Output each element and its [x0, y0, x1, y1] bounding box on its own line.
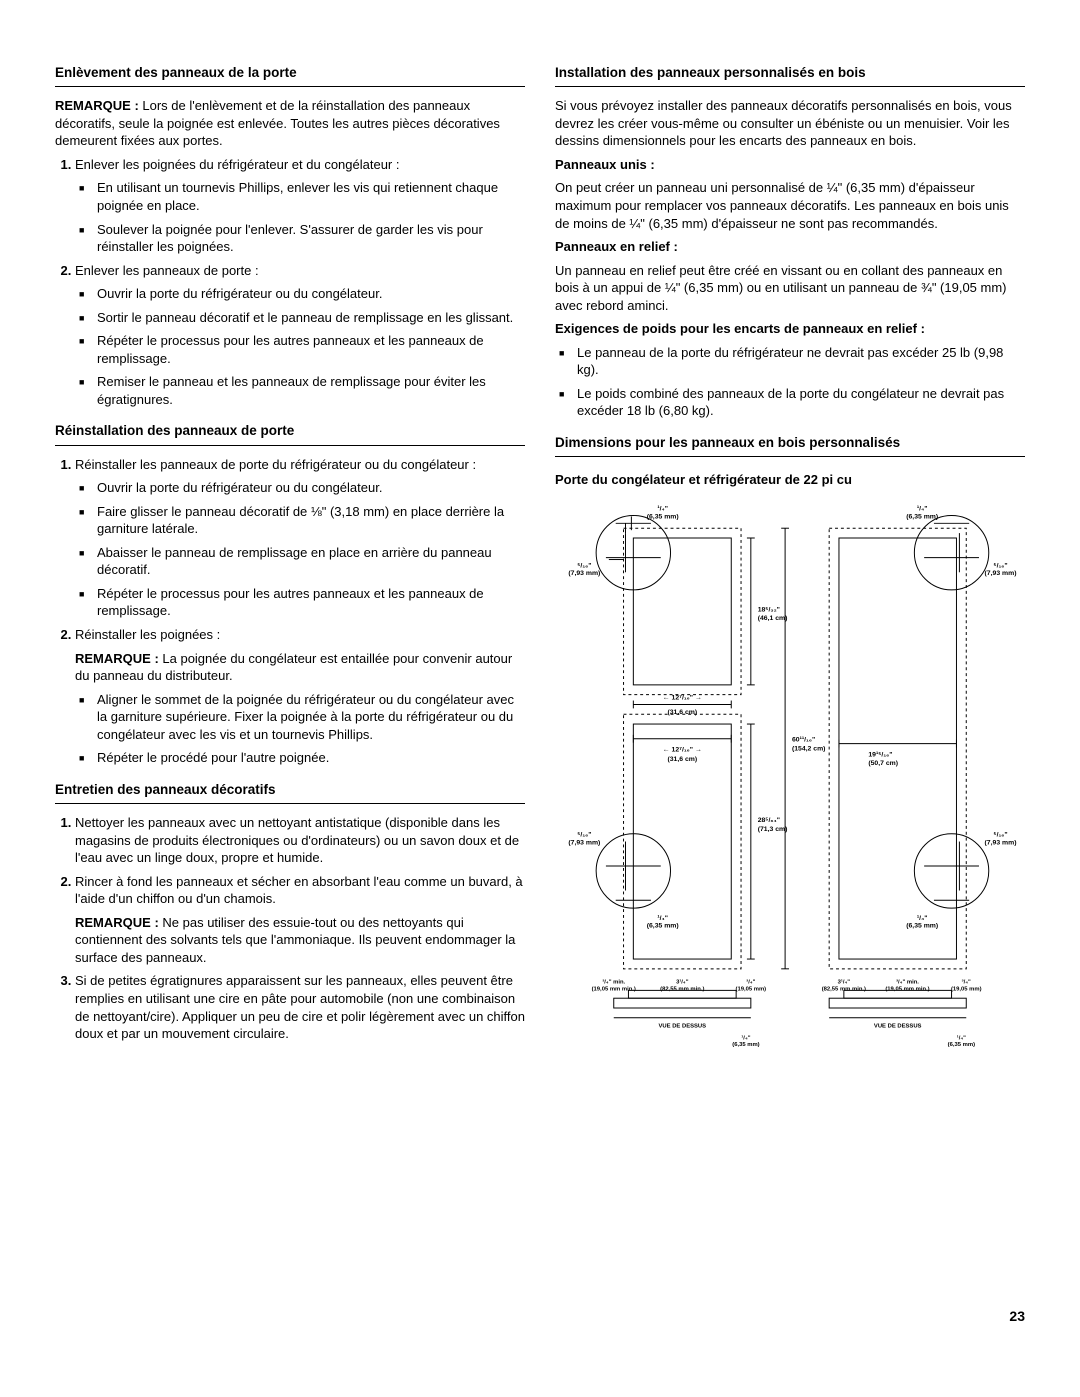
sub-door-22: Porte du congélateur et réfrigérateur de…	[555, 471, 1025, 489]
svg-text:3¹/₄": 3¹/₄"	[676, 978, 689, 985]
svg-text:(6,35 mm): (6,35 mm)	[647, 922, 679, 929]
svg-text:¹/₄": ¹/₄"	[957, 1034, 966, 1041]
svg-text:(6,35 mm): (6,35 mm)	[906, 513, 938, 520]
relief-text: Un panneau en relief peut être créé en v…	[555, 262, 1025, 315]
svg-text:VUE DE DESSUS: VUE DE DESSUS	[874, 1023, 922, 1029]
svg-text:¹/₄": ¹/₄"	[741, 1034, 750, 1041]
svg-text:¹/₄": ¹/₄"	[657, 505, 668, 512]
svg-text:³/₄": ³/₄"	[962, 978, 971, 985]
svg-text:(7,93 mm): (7,93 mm)	[568, 839, 600, 846]
svg-text:← 12⁷/₁₆" →: ← 12⁷/₁₆" →	[663, 694, 702, 701]
svg-text:(6,35 mm): (6,35 mm)	[647, 513, 679, 520]
svg-text:(46,1 cm): (46,1 cm)	[758, 615, 788, 622]
svg-text:⁵/₁₆": ⁵/₁₆"	[993, 562, 1007, 569]
svg-text:⁵/₁₆": ⁵/₁₆"	[577, 831, 591, 838]
svg-text:(82,55 mm min.): (82,55 mm min.)	[660, 986, 704, 992]
svg-text:⁵/₁₆": ⁵/₁₆"	[993, 831, 1007, 838]
svg-text:(6,35 mm): (6,35 mm)	[948, 1042, 975, 1048]
svg-text:(19,05 mm): (19,05 mm)	[736, 986, 767, 992]
svg-text:¹/₄": ¹/₄"	[917, 915, 928, 922]
svg-text:28⁵/₆₄": 28⁵/₆₄"	[758, 817, 780, 824]
svg-text:³/₄" min.: ³/₄" min.	[896, 978, 919, 985]
sub-relief: Panneaux en relief :	[555, 238, 1025, 256]
svg-text:(6,35 mm): (6,35 mm)	[732, 1042, 759, 1048]
svg-text:(6,35 mm): (6,35 mm)	[906, 922, 938, 929]
heading-removal: Enlèvement des panneaux de la porte	[55, 64, 525, 87]
sub-weight: Exigences de poids pour les encarts de p…	[555, 320, 1025, 338]
svg-text:(7,93 mm): (7,93 mm)	[985, 839, 1017, 846]
flat-text: On peut créer un panneau uni personnalis…	[555, 179, 1025, 232]
dimensions-diagram: ¹/₄" (6,35 mm) ¹/₄" (6,35 mm) ⁵/₁₆" (7,9…	[555, 493, 1025, 1053]
removal-steps: Enlever les poignées du réfrigérateur et…	[55, 156, 525, 409]
remarque-1: REMARQUE : Lors de l'enlèvement et de la…	[55, 97, 525, 150]
maintenance-steps: Nettoyer les panneaux avec un nettoyant …	[55, 814, 525, 1043]
svg-text:(19,05 mm): (19,05 mm)	[951, 986, 982, 992]
svg-text:¹/₄": ¹/₄"	[917, 505, 928, 512]
heading-maintenance: Entretien des panneaux décoratifs	[55, 781, 525, 804]
svg-text:(31,6 cm): (31,6 cm)	[667, 709, 697, 716]
weight-list: Le panneau de la porte du réfrigérateur …	[555, 344, 1025, 420]
svg-text:(82,55 mm min.): (82,55 mm min.)	[822, 986, 866, 992]
svg-text:(154,2 cm): (154,2 cm)	[792, 745, 825, 752]
heading-reinstall: Réinstallation des panneaux de porte	[55, 422, 525, 445]
heading-dimensions: Dimensions pour les panneaux en bois per…	[555, 434, 1025, 457]
svg-text:3¹/₄": 3¹/₄"	[838, 978, 851, 985]
svg-text:(31,6 cm): (31,6 cm)	[667, 756, 697, 763]
svg-text:60¹¹/₁₆": 60¹¹/₁₆"	[792, 736, 815, 743]
svg-text:(7,93 mm): (7,93 mm)	[985, 570, 1017, 577]
svg-text:(71,3 cm): (71,3 cm)	[758, 826, 788, 833]
svg-text:³/₄" min.: ³/₄" min.	[602, 978, 625, 985]
svg-text:← 12⁷/₁₆" →: ← 12⁷/₁₆" →	[663, 746, 702, 753]
svg-text:⁵/₁₆": ⁵/₁₆"	[577, 562, 591, 569]
page-number: 23	[55, 1307, 1025, 1326]
svg-text:18⁵/₃₂": 18⁵/₃₂"	[758, 606, 780, 613]
sub-flat: Panneaux unis :	[555, 156, 1025, 174]
reinstall-steps: Réinstaller les panneaux de porte du réf…	[55, 456, 525, 767]
left-column: Enlèvement des panneaux de la porte REMA…	[55, 50, 525, 1057]
svg-text:¹/₄": ¹/₄"	[657, 915, 668, 922]
svg-text:³/₄": ³/₄"	[746, 978, 755, 985]
svg-text:19¹⁵/₁₆": 19¹⁵/₁₆"	[868, 751, 892, 758]
install-intro: Si vous prévoyez installer des panneaux …	[555, 97, 1025, 150]
svg-text:(7,93 mm): (7,93 mm)	[568, 570, 600, 577]
svg-text:(19,05 mm min.): (19,05 mm min.)	[885, 986, 929, 992]
right-column: Installation des panneaux personnalisés …	[555, 50, 1025, 1057]
svg-text:(19,05 mm min.): (19,05 mm min.)	[592, 986, 636, 992]
heading-install: Installation des panneaux personnalisés …	[555, 64, 1025, 87]
svg-text:(50,7 cm): (50,7 cm)	[868, 760, 898, 767]
svg-text:VUE DE DESSUS: VUE DE DESSUS	[659, 1023, 707, 1029]
